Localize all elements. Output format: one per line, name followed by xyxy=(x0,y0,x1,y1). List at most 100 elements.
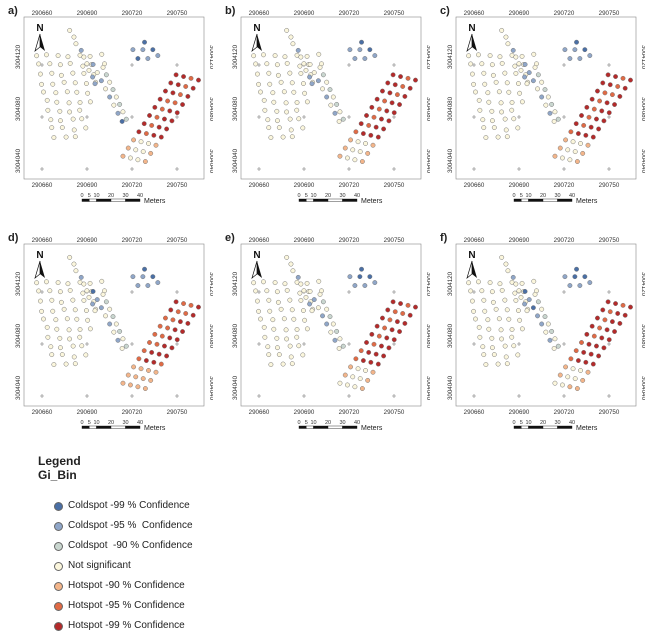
sample-point xyxy=(120,380,126,386)
sample-point xyxy=(90,301,96,307)
graticule-cross xyxy=(392,115,396,119)
sample-point xyxy=(149,349,155,355)
sample-point xyxy=(298,70,304,76)
sample-point xyxy=(78,274,84,280)
sample-point xyxy=(288,261,294,267)
scale-tick-label: 0 xyxy=(297,420,300,426)
sample-point xyxy=(491,125,497,131)
scale-tick-label: 40 xyxy=(354,420,360,426)
sample-point xyxy=(513,54,519,60)
scale-tick-label: 0 xyxy=(512,420,515,426)
scale-tick-label: 10 xyxy=(525,193,531,199)
sample-point xyxy=(503,354,509,360)
sample-point xyxy=(87,99,93,105)
scale-bar-segment xyxy=(542,425,558,429)
north-arrow-icon-half xyxy=(34,260,41,279)
sample-point xyxy=(270,317,276,323)
sample-point xyxy=(504,361,510,367)
sample-point xyxy=(47,61,53,67)
scale-bar-segment xyxy=(327,198,343,202)
x-tick-label-top: 290660 xyxy=(464,237,485,244)
north-label: N xyxy=(36,23,43,34)
sample-point xyxy=(552,109,558,115)
sample-point xyxy=(574,39,579,45)
sample-point xyxy=(552,336,558,342)
sample-point xyxy=(303,294,309,300)
scale-bar-segment xyxy=(313,198,329,202)
sample-point xyxy=(266,125,272,131)
sample-point xyxy=(476,279,481,285)
graticule-cross xyxy=(130,63,134,67)
scale-tick-label: 30 xyxy=(554,193,560,199)
sample-point xyxy=(80,63,86,69)
scale-tick-label: 5 xyxy=(305,420,308,426)
sample-point xyxy=(390,72,396,78)
sample-point xyxy=(70,70,76,76)
sample-point xyxy=(405,302,411,308)
sample-point xyxy=(79,343,85,349)
map-d: 290660 290660 290690 290690 290720 290720 2907… xyxy=(15,237,215,432)
sample-point xyxy=(584,104,590,110)
sample-point xyxy=(309,308,315,314)
sample-point xyxy=(94,297,100,303)
sample-point xyxy=(574,266,579,272)
x-tick-label-top: 290660 xyxy=(249,10,270,17)
y-tick-label-right: 3004120 xyxy=(208,45,213,70)
y-tick-label-left: 3004120 xyxy=(447,271,454,296)
sample-point xyxy=(557,145,563,151)
sample-point xyxy=(37,71,43,77)
sample-point xyxy=(372,53,378,59)
y-tick-label-right: 3004040 xyxy=(208,149,213,174)
x-tick-label-bottom: 290750 xyxy=(167,182,188,189)
sample-point xyxy=(87,53,93,59)
north-arrow-icon xyxy=(257,34,262,51)
north-arrow-icon-half xyxy=(466,260,473,279)
sample-point xyxy=(55,280,61,286)
x-tick-label-bottom: 290720 xyxy=(122,409,143,416)
sample-point xyxy=(37,298,43,304)
sample-point xyxy=(174,337,180,343)
sample-point xyxy=(99,51,105,57)
x-tick-label-top: 290720 xyxy=(122,237,143,244)
sample-point xyxy=(573,121,579,127)
sample-point xyxy=(274,345,280,351)
scale-bar-segment xyxy=(89,425,97,429)
sample-point xyxy=(320,313,325,319)
sample-point xyxy=(110,314,116,320)
sample-point xyxy=(300,81,306,86)
graticule-cross xyxy=(130,342,134,346)
sample-point xyxy=(153,369,159,375)
sample-point xyxy=(604,100,610,106)
x-tick-label-top: 290720 xyxy=(554,10,575,17)
sample-point xyxy=(398,301,404,307)
sample-point xyxy=(304,280,310,286)
sample-point xyxy=(115,110,121,116)
sample-point xyxy=(398,74,404,80)
map-panel-d: d) 290660 290660 290690 290690 290720 290720 2… xyxy=(8,232,215,449)
sample-point xyxy=(87,326,93,332)
sample-point xyxy=(183,311,189,316)
sample-point xyxy=(526,297,532,303)
sample-point xyxy=(261,279,266,285)
panel-label: a) xyxy=(8,5,18,17)
sample-point xyxy=(620,75,626,81)
sample-point xyxy=(81,297,87,303)
sample-point xyxy=(524,308,530,314)
sample-point xyxy=(509,107,515,113)
y-tick-label-left: 3004080 xyxy=(15,96,22,121)
x-tick-label-bottom: 290750 xyxy=(167,409,188,416)
sample-point xyxy=(85,317,91,323)
graticule-cross xyxy=(130,115,134,119)
sample-point xyxy=(39,308,45,314)
scale-tick-label: 0 xyxy=(80,193,83,199)
sample-point xyxy=(539,321,545,327)
sample-point xyxy=(487,53,493,59)
sample-point xyxy=(386,118,392,124)
sample-point xyxy=(196,304,201,310)
y-tick-label-right: 3004040 xyxy=(640,149,645,174)
sample-point xyxy=(85,90,91,96)
sample-point xyxy=(328,102,334,108)
sample-point xyxy=(173,72,179,78)
graticule-cross xyxy=(607,394,611,398)
graticule-cross xyxy=(517,115,521,119)
